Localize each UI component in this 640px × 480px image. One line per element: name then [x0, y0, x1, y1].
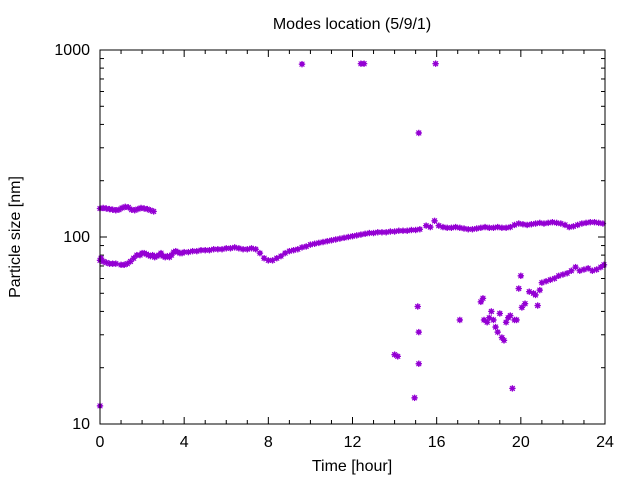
chart-title: Modes location (5/9/1)	[273, 16, 431, 33]
data-point	[416, 226, 424, 233]
data-point	[595, 219, 602, 227]
data-point	[427, 223, 434, 231]
data-point	[488, 308, 495, 315]
data-point	[509, 385, 516, 392]
data-point	[486, 224, 493, 231]
data-point	[483, 319, 491, 326]
data-point	[587, 218, 594, 226]
data-point	[415, 328, 422, 336]
data-point	[252, 246, 259, 253]
data-point	[189, 247, 196, 255]
data-point	[366, 229, 373, 237]
data-point	[432, 60, 439, 67]
data-point	[507, 312, 514, 319]
data-point	[456, 316, 464, 324]
data-point	[411, 394, 418, 402]
data-point	[517, 272, 525, 280]
data-point	[561, 221, 569, 229]
data-point	[361, 230, 369, 238]
data-point	[515, 285, 522, 292]
data-point	[324, 237, 331, 245]
data-point	[150, 208, 157, 215]
data-point	[465, 226, 472, 233]
data-point	[551, 275, 558, 282]
data-point	[500, 337, 508, 344]
data-point	[572, 263, 579, 271]
data-point	[559, 271, 567, 278]
x-tick-label: 4	[180, 434, 189, 451]
data-point	[496, 310, 503, 317]
data-point	[490, 316, 497, 324]
data-point	[492, 323, 499, 331]
data-point	[127, 258, 134, 265]
y-axis-label: Particle size [nm]	[7, 176, 24, 298]
data-points	[96, 60, 608, 410]
y-tick-labels: 10 100 1000	[54, 42, 90, 433]
data-point	[394, 353, 401, 360]
data-point	[360, 60, 368, 67]
data-point	[477, 224, 485, 231]
data-point	[124, 260, 131, 267]
plot-frame	[99, 49, 606, 425]
data-point	[431, 217, 438, 225]
data-point	[584, 265, 592, 272]
data-point	[498, 334, 506, 341]
y-tick-label: 100	[63, 229, 90, 246]
data-point	[521, 300, 529, 307]
data-point	[599, 220, 607, 227]
data-point	[281, 249, 289, 257]
data-point	[315, 239, 323, 247]
data-point	[414, 303, 421, 310]
data-point	[568, 267, 575, 274]
x-tick-labels: 0 4 8 12 16 20 24	[96, 434, 614, 451]
data-point	[549, 218, 556, 226]
data-point	[415, 129, 422, 137]
data-point	[408, 226, 415, 234]
x-tick-label: 24	[596, 434, 614, 451]
data-point	[415, 360, 422, 367]
x-tick-label: 20	[512, 434, 530, 451]
data-point	[387, 228, 394, 235]
x-tick-label: 16	[428, 434, 446, 451]
data-point	[494, 328, 501, 336]
data-point	[256, 249, 264, 257]
data-point	[298, 60, 306, 68]
data-point	[532, 291, 539, 299]
x-tick-label: 0	[96, 434, 105, 451]
data-point	[277, 252, 285, 260]
data-point	[582, 219, 590, 227]
x-tick-label: 12	[344, 434, 362, 451]
x-tick-label: 8	[264, 434, 273, 451]
data-point	[513, 316, 520, 324]
data-point	[479, 295, 487, 302]
data-point	[597, 263, 604, 271]
data-point	[536, 286, 543, 294]
data-point	[265, 257, 272, 264]
data-point	[534, 302, 541, 309]
data-point	[480, 316, 488, 324]
y-tick-label: 1000	[54, 42, 90, 59]
x-axis-label: Time [hour]	[312, 458, 392, 475]
y-tick-label: 10	[72, 416, 90, 433]
data-point	[600, 261, 608, 269]
data-point	[223, 245, 230, 252]
data-point	[112, 260, 119, 267]
